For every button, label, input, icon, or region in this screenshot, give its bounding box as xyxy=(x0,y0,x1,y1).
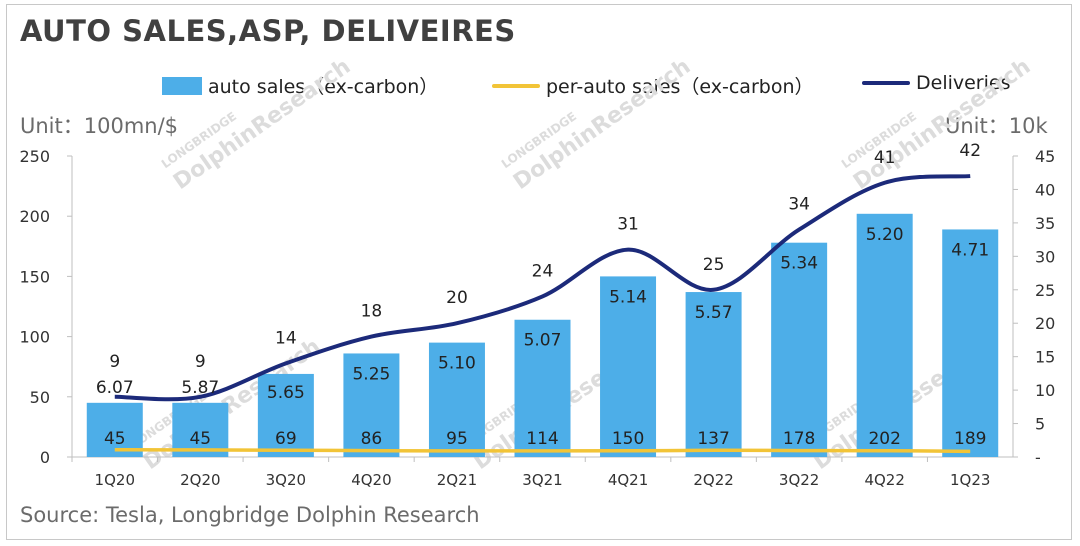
y-right-tick-label: 25 xyxy=(1035,281,1055,300)
legend-label-deliveries: Deliveries xyxy=(916,72,1011,94)
asp-value-label: 5.07 xyxy=(524,331,562,351)
bar-value-label: 178 xyxy=(783,429,815,449)
x-tick-label: 4Q22 xyxy=(864,471,904,489)
y-right-tick-label: 15 xyxy=(1035,348,1055,367)
y-left-tick-label: 50 xyxy=(30,388,50,407)
asp-value-label: 4.71 xyxy=(951,240,989,260)
bar-value-label: 137 xyxy=(697,429,729,449)
bar-auto-sales xyxy=(514,319,571,457)
x-tick-label: 2Q22 xyxy=(693,471,733,489)
y-right-tick-label: 10 xyxy=(1035,381,1055,400)
bar-auto-sales xyxy=(600,276,657,457)
source-note: Source: Tesla, Longbridge Dolphin Resear… xyxy=(20,503,480,527)
deliveries-value-label: 20 xyxy=(446,288,468,308)
watermark-line2: DolphinResearch xyxy=(509,54,695,195)
y-right-tick-label: 45 xyxy=(1035,147,1055,166)
unit-left: Unit：100mn/$ xyxy=(20,114,179,138)
y-left-tick-label: 250 xyxy=(19,147,50,166)
watermark-line2: DolphinResearch xyxy=(169,54,355,195)
y-right-tick-label: 5 xyxy=(1035,415,1045,434)
asp-value-label: 5.87 xyxy=(181,378,219,398)
bar-value-label: 150 xyxy=(612,429,644,449)
x-tick-label: 1Q20 xyxy=(95,471,135,489)
bar-auto-sales xyxy=(343,353,400,457)
watermark-line2: DolphinResearch xyxy=(849,54,1035,195)
y-left-tick-label: 150 xyxy=(19,267,50,286)
y-left-tick-label: 200 xyxy=(19,207,50,226)
unit-right: Unit：10k xyxy=(945,114,1048,138)
chart-title: AUTO SALES,ASP, DELIVEIRES xyxy=(20,14,516,48)
y-right-tick-label: 35 xyxy=(1035,214,1055,233)
y-right-tick-label: 20 xyxy=(1035,314,1055,333)
deliveries-value-label: 14 xyxy=(275,328,297,348)
bar-auto-sales xyxy=(257,373,314,457)
x-tick-label: 2Q21 xyxy=(437,471,477,489)
legend-swatch-asp xyxy=(492,83,540,88)
x-tick-label: 3Q22 xyxy=(779,471,819,489)
asp-value-label: 5.10 xyxy=(438,354,476,374)
legend-label-asp: per-auto sales（ex-carbon） xyxy=(546,76,814,98)
deliveries-value-label: 31 xyxy=(617,215,639,235)
bar-auto-sales xyxy=(856,213,913,457)
deliveries-value-label: 9 xyxy=(109,352,120,372)
legend-item-auto-sales: auto sales（ex-carbon） xyxy=(162,72,438,99)
deliveries-value-label: 25 xyxy=(703,255,725,275)
x-tick-label: 3Q20 xyxy=(266,471,306,489)
bar-auto-sales xyxy=(771,242,828,457)
legend-label-auto-sales: auto sales（ex-carbon） xyxy=(208,76,439,98)
asp-value-label: 5.57 xyxy=(695,303,733,323)
y-right-tick-label: 40 xyxy=(1035,180,1055,199)
x-tick-label: 4Q20 xyxy=(351,471,391,489)
x-tick-label: 1Q23 xyxy=(950,471,990,489)
bar-auto-sales xyxy=(942,229,999,457)
legend-item-deliveries: Deliveries xyxy=(862,72,1011,94)
x-tick-label: 4Q21 xyxy=(608,471,648,489)
deliveries-value-label: 24 xyxy=(532,261,554,281)
y-right-tick-label: 30 xyxy=(1035,247,1055,266)
x-tick-label: 3Q21 xyxy=(522,471,562,489)
asp-value-label: 5.14 xyxy=(609,287,647,307)
bar-value-label: 45 xyxy=(104,429,126,449)
legend-swatch-bar xyxy=(162,76,202,95)
line-deliveries xyxy=(114,174,971,402)
deliveries-value-label: 42 xyxy=(959,141,981,161)
asp-value-label: 5.65 xyxy=(267,383,305,403)
asp-value-label: 5.25 xyxy=(352,364,390,384)
bar-auto-sales xyxy=(172,402,229,457)
y-left-tick-label: 0 xyxy=(40,448,50,467)
deliveries-value-label: 41 xyxy=(874,148,896,168)
legend-item-asp: per-auto sales（ex-carbon） xyxy=(492,72,814,99)
deliveries-value-label: 18 xyxy=(361,302,383,322)
bar-value-label: 86 xyxy=(361,429,383,449)
bar-auto-sales xyxy=(86,402,143,457)
bar-value-label: 95 xyxy=(446,429,468,449)
y-right-tick-label: - xyxy=(1035,448,1041,467)
asp-value-label: 5.34 xyxy=(780,254,818,274)
legend: auto sales（ex-carbon） per-auto sales（ex-… xyxy=(0,72,1080,100)
line-per-auto-sales xyxy=(114,447,971,454)
deliveries-value-label: 34 xyxy=(788,195,810,215)
bar-value-label: 69 xyxy=(275,429,297,449)
asp-value-label: 6.07 xyxy=(96,378,134,398)
legend-swatch-deliveries xyxy=(862,81,910,85)
bar-auto-sales xyxy=(685,292,742,457)
asp-value-label: 5.20 xyxy=(866,225,904,245)
bar-auto-sales xyxy=(428,342,485,457)
y-left-tick-label: 100 xyxy=(19,328,50,347)
bar-value-label: 114 xyxy=(526,429,558,449)
x-tick-label: 2Q20 xyxy=(180,471,220,489)
deliveries-value-label: 9 xyxy=(195,352,206,372)
bar-value-label: 189 xyxy=(954,429,986,449)
bar-value-label: 202 xyxy=(868,429,900,449)
bar-value-label: 45 xyxy=(189,429,211,449)
